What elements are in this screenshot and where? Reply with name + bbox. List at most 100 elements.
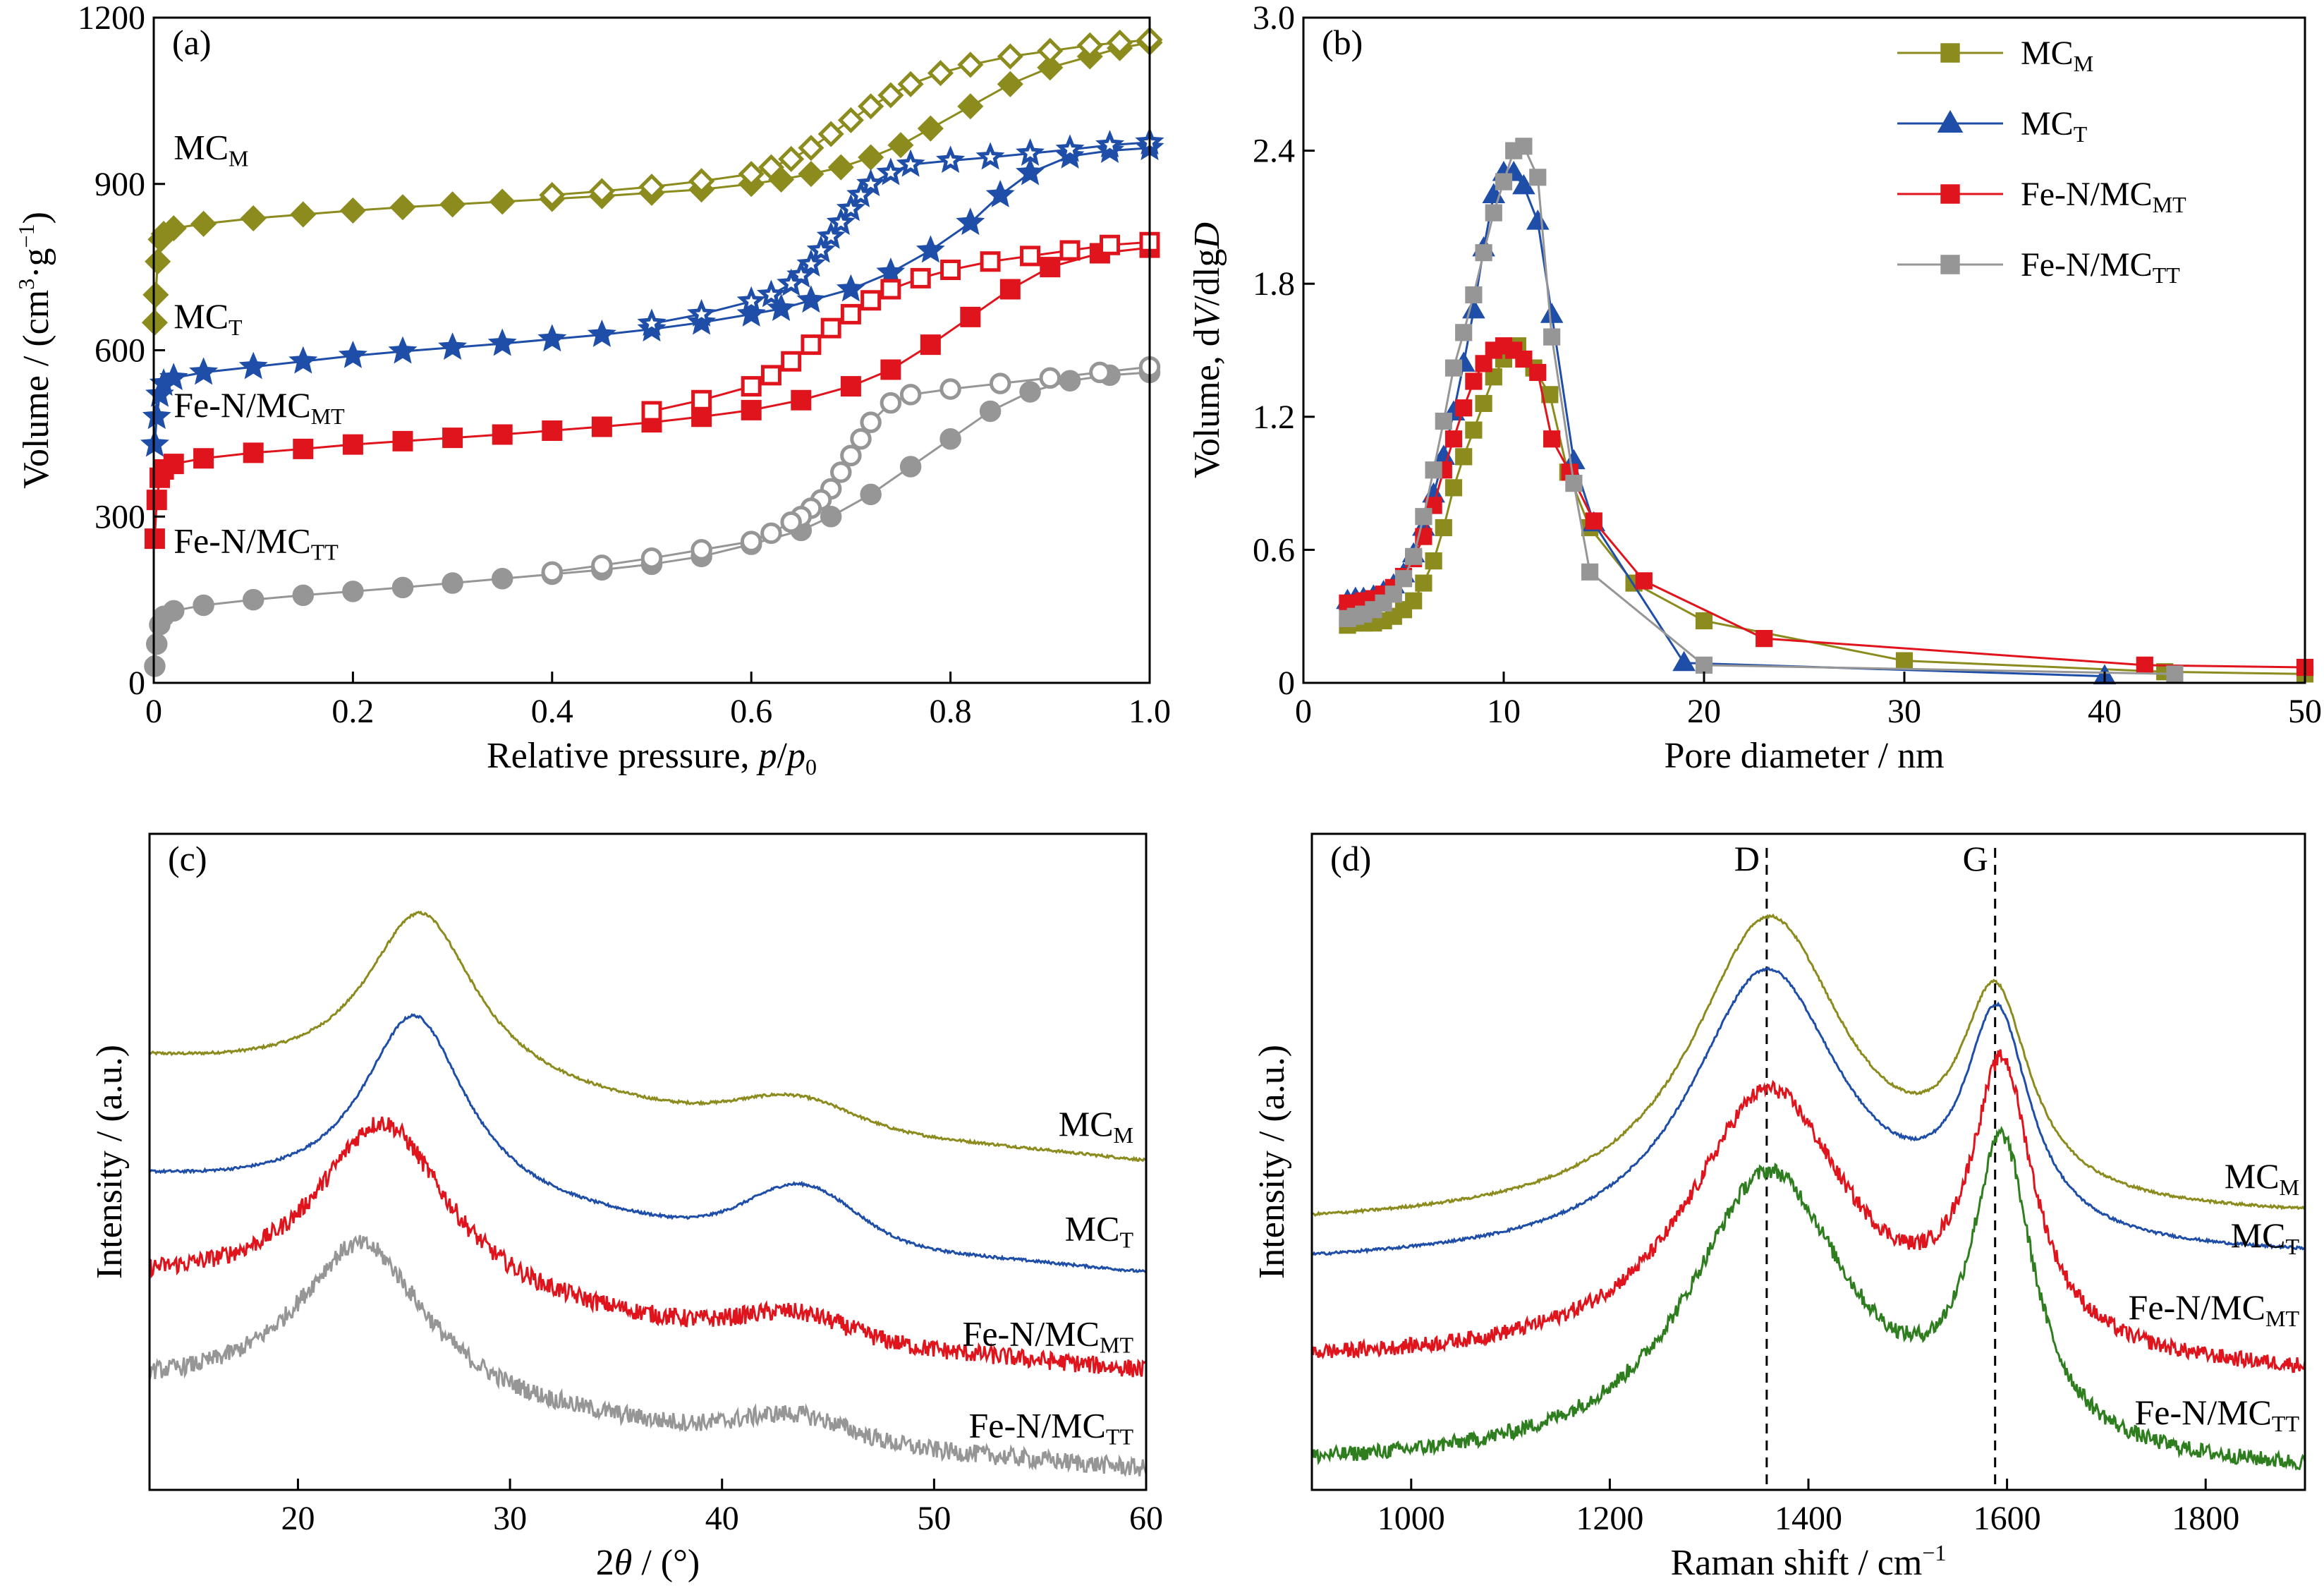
series-label: Fe-N/MCTT — [174, 521, 339, 564]
adsorption-marker — [290, 201, 317, 228]
desorption-marker — [836, 193, 865, 222]
adsorption-marker — [193, 594, 214, 617]
panel-b-pore-size-distribution: MCM MCT Fe-N/MCMT Fe-N/MCTT 0 10 20 30 40 50 0 0.6 1… — [1187, 0, 2322, 776]
desorption-marker — [840, 303, 861, 325]
spectrum-line — [1311, 1125, 2306, 1471]
series-line — [1347, 171, 2105, 678]
desorption-marker — [877, 82, 904, 109]
series-label: MCM — [174, 127, 248, 171]
data-point — [1385, 586, 1402, 603]
spectrum-line — [1312, 966, 2306, 1256]
adsorption-marker — [162, 600, 185, 622]
desorption-marker — [780, 511, 802, 533]
x-tick-label-a: 1.0 — [1128, 693, 1171, 730]
adsorption-marker — [339, 197, 366, 224]
x-tick-label-b: 50 — [2288, 693, 2322, 730]
data-point — [1635, 572, 1653, 590]
data-point — [1756, 630, 1773, 648]
desorption-marker — [539, 181, 566, 209]
series-mcm — [1339, 337, 2314, 683]
series-mct — [140, 127, 1164, 457]
desorption-marker — [758, 154, 784, 181]
adsorption-marker — [791, 389, 812, 411]
data-point — [1465, 286, 1483, 304]
desorption-marker — [1055, 134, 1085, 162]
y-tick-label-b: 0.6 — [1253, 531, 1295, 569]
adsorption-marker — [189, 357, 219, 385]
adsorption-marker — [190, 210, 217, 237]
data-point — [1415, 574, 1432, 592]
legend-marker — [1940, 184, 1960, 204]
adsorption-marker — [293, 438, 314, 459]
adsorption-marker — [160, 215, 187, 242]
adsorption-marker — [442, 427, 463, 449]
desorption-marker — [541, 561, 564, 583]
desorption-marker — [980, 251, 1001, 272]
adsorption-marker — [1019, 381, 1041, 403]
legend-label: MCM — [2021, 35, 2093, 76]
desorption-marker — [591, 554, 613, 576]
x-tick-label-d: 1200 — [1576, 1500, 1643, 1537]
data-point — [1435, 412, 1452, 430]
adsorption-marker — [956, 207, 985, 236]
adsorption-marker — [391, 576, 414, 599]
desorption-marker — [1039, 367, 1061, 389]
adsorption-marker — [439, 191, 466, 218]
y-tick-label-a: 900 — [95, 166, 145, 203]
series-fenmcmt — [148, 1116, 1148, 1378]
plot-frame-c — [148, 832, 1148, 1491]
series-mcm — [1311, 913, 2306, 1217]
adsorption-line — [153, 147, 1150, 445]
desorption-marker — [757, 279, 786, 308]
adsorption-marker — [917, 115, 944, 142]
desorption-marker — [837, 107, 864, 133]
series-fenmctt — [1339, 138, 2184, 683]
x-tick-label-b: 30 — [1887, 693, 1921, 730]
adsorption-marker — [491, 568, 513, 590]
adsorption-marker — [820, 506, 842, 528]
adsorption-marker — [591, 416, 612, 437]
x-tick-label-a: 0.4 — [531, 693, 573, 730]
x-tick-label-b: 10 — [1487, 693, 1521, 730]
spectrum-line — [1310, 1049, 2306, 1373]
desorption-marker — [641, 401, 662, 422]
x-tick-label-c: 20 — [281, 1500, 315, 1537]
series-mcm — [149, 910, 1147, 1163]
panel-label-d: (d) — [1330, 839, 1371, 878]
desorption-marker — [856, 169, 886, 197]
data-point — [2136, 656, 2153, 674]
desorption-marker — [1076, 32, 1103, 59]
desorption-marker — [778, 145, 805, 172]
spectrum-line — [148, 1235, 1148, 1477]
y-axis-label: Intensity / (a.u.) — [1252, 1045, 1292, 1279]
series-fenmcmt — [1339, 337, 2314, 677]
adsorption-marker — [915, 235, 945, 263]
desorption-marker — [637, 308, 667, 336]
adsorption-marker — [840, 376, 861, 397]
desorption-marker — [876, 157, 906, 186]
y-tick-label-b: 0 — [1278, 665, 1295, 702]
desorption-marker — [798, 135, 825, 162]
y-tick-label-a: 300 — [95, 498, 145, 535]
adsorption-marker — [342, 581, 364, 602]
desorption-marker — [830, 461, 852, 483]
desorption-marker — [688, 168, 715, 195]
series-fenmctt — [148, 1235, 1148, 1477]
series-fenmcmt — [1310, 1049, 2306, 1373]
desorption-marker — [801, 334, 822, 356]
data-point — [1485, 368, 1502, 386]
data-point — [1585, 512, 1602, 530]
y-axis-label: Volume, dV/dlgD — [1187, 222, 1227, 478]
desorption-marker — [736, 286, 766, 314]
data-point — [1475, 355, 1492, 372]
adsorption-marker — [242, 588, 264, 611]
desorption-marker — [957, 51, 984, 78]
desorption-marker — [1020, 245, 1041, 267]
x-axis-label: Raman shift / cm−1 — [1671, 1540, 1947, 1583]
data-point — [2166, 665, 2184, 683]
x-tick-label-c: 30 — [493, 1500, 527, 1537]
x-tick-label-a: 0.6 — [730, 693, 772, 730]
desorption-marker — [816, 221, 846, 249]
adsorption-marker — [1037, 54, 1064, 81]
adsorption-marker — [899, 456, 922, 478]
